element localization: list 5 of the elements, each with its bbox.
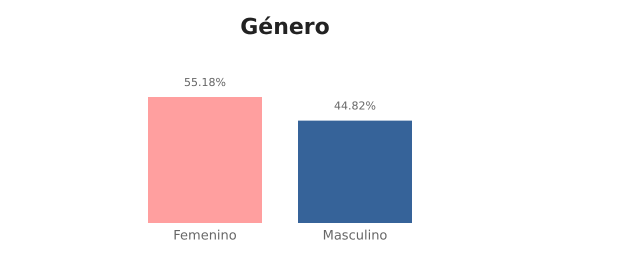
x-tick-label: Masculino [322,228,388,244]
data-label: 44.82% [334,100,376,113]
x-tick-label: Femenino [173,228,237,244]
data-label: 55.18% [184,76,226,89]
chart-title: Género [240,15,330,40]
